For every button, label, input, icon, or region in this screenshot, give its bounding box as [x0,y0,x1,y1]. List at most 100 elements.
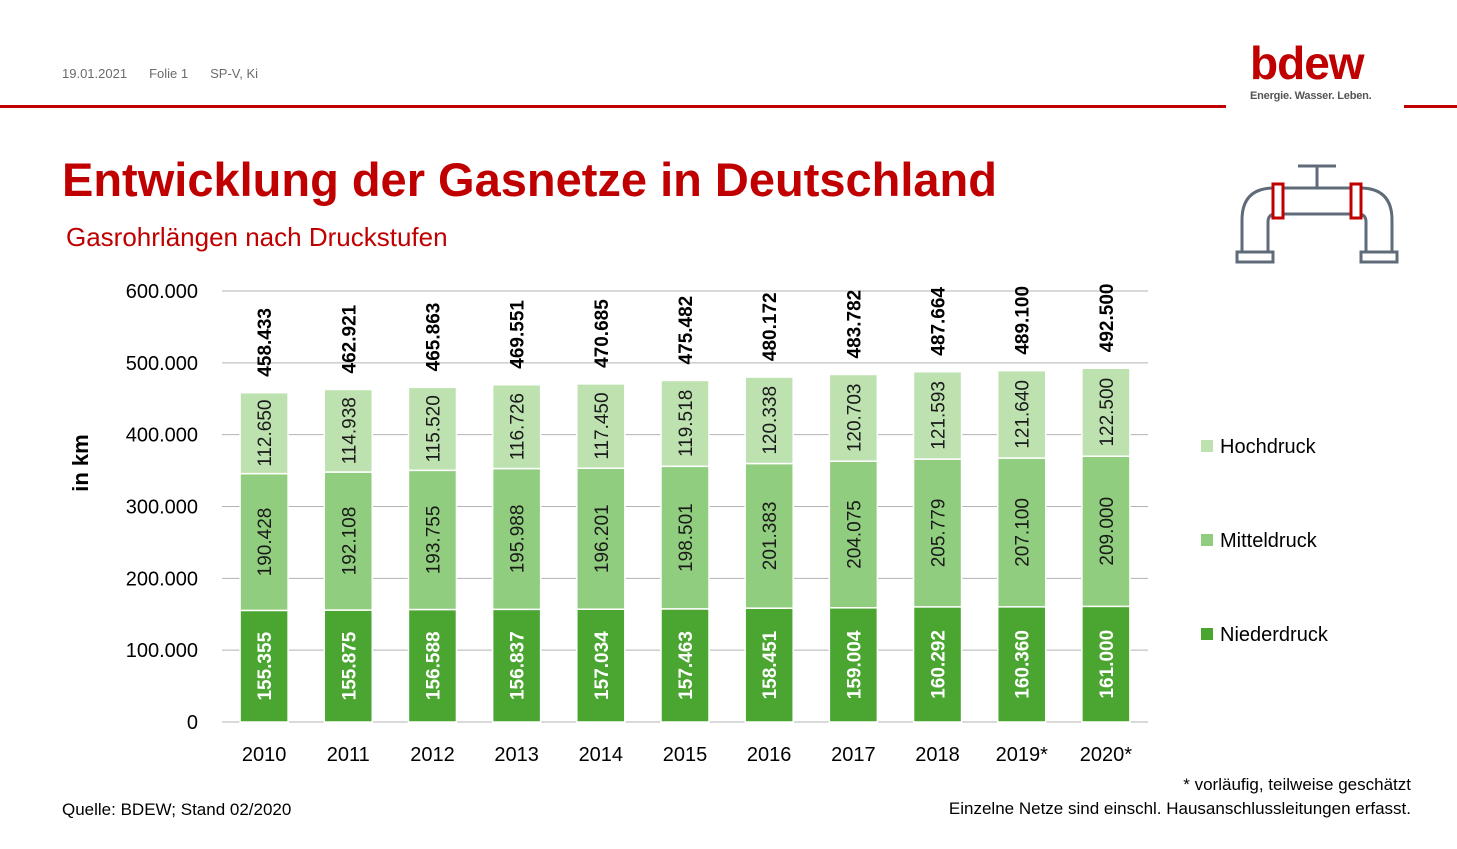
data-label-niederdruck: 160.292 [929,630,950,699]
data-label-hochdruck: 121.593 [929,381,950,450]
data-label-niederdruck: 157.034 [592,631,613,700]
legend-label-hochdruck: Hochdruck [1220,436,1317,458]
data-label-hochdruck: 121.640 [1013,380,1034,449]
legend-swatch-niederdruck [1201,628,1213,640]
bar-segment-hochdruck [912,370,963,460]
data-label-hochdruck: 117.450 [592,392,613,459]
data-label-mitteldruck: 207.100 [1013,498,1034,567]
data-label-mitteldruck: 193.755 [423,506,444,575]
bar-segment-hochdruck [239,391,289,475]
y-tick-label: 200.000 [126,568,198,590]
data-label-hochdruck: 122.500 [1097,378,1118,447]
bar-segment-mitteldruck [1081,455,1131,608]
bdew-logo: bdew Energie. Wasser. Leben. [1250,40,1390,102]
data-label-hochdruck: 120.703 [844,383,865,452]
total-label: 462.921 [339,304,360,373]
bar-segment-mitteldruck [660,465,710,610]
data-label-hochdruck: 116.726 [508,393,529,460]
bar-segment-mitteldruck [407,469,458,611]
data-label-mitteldruck: 195.988 [508,505,529,574]
logo-word: bdew [1250,37,1365,89]
bar-segment-mitteldruck [491,467,542,611]
bar-segment-hochdruck [996,369,1047,459]
bar-segment-hochdruck [407,386,458,472]
y-tick-label: 0 [187,712,198,734]
data-label-mitteldruck: 190.428 [255,508,276,577]
bar-segment-niederdruck [1081,605,1131,723]
bar-segment-hochdruck [660,379,710,468]
x-tick-label: 2013 [494,744,539,766]
x-tick-label: 2012 [410,744,455,766]
x-tick-label: 2020* [1080,744,1132,766]
data-label-niederdruck: 155.355 [255,631,276,700]
bar-segment-mitteldruck [912,458,963,608]
data-label-hochdruck: 112.650 [255,400,276,467]
data-label-mitteldruck: 201.383 [760,502,781,571]
bar-segment-hochdruck [323,388,374,473]
data-label-niederdruck: 160.360 [1013,630,1034,699]
y-tick-label: 100.000 [126,640,198,662]
footnote-connections: Einzelne Netze sind einschl. Hausanschlu… [948,799,1411,818]
bar-segment-hochdruck [744,376,794,465]
bar-segment-hochdruck [491,383,542,470]
total-label: 480.172 [760,292,781,361]
total-label: 487.664 [929,287,950,356]
bar-segment-niederdruck [912,606,963,723]
slide-date: 19.01.2021 [62,66,128,81]
data-label-niederdruck: 155.875 [339,631,360,700]
bar-segment-hochdruck [1081,367,1131,457]
total-label: 458.433 [255,308,276,377]
bar-segment-niederdruck [491,608,542,723]
slide-meta: 19.01.2021 Folie 1 SP-V, Ki [62,66,258,81]
header-rule-right [1404,105,1457,108]
y-axis-label: in km [68,434,93,491]
slide-author: SP-V, Ki [210,66,259,81]
y-tick-label: 500.000 [126,353,198,375]
total-label: 489.100 [1013,286,1034,355]
bar-segment-mitteldruck [323,471,374,611]
page-subtitle: Gasrohrlängen nach Druckstufen [66,222,448,252]
y-tick-label: 400.000 [126,425,198,447]
x-tick-label: 2010 [242,744,287,766]
x-tick-label: 2016 [747,744,792,766]
x-tick-label: 2019* [996,744,1048,766]
bar-segment-hochdruck [828,373,879,462]
total-label: 483.782 [844,290,865,359]
source-note: Quelle: BDEW; Stand 02/2020 [62,800,292,819]
bar-segment-mitteldruck [239,472,289,612]
bar-segment-niederdruck [576,608,626,723]
header-rule-left [0,105,1226,108]
total-label: 492.500 [1097,284,1118,353]
bar-segment-niederdruck [323,609,374,723]
data-label-hochdruck: 115.520 [423,395,444,462]
footnote-provisional: * vorläufig, teilweise geschätzt [1183,775,1411,794]
slide-number: Folie 1 [149,66,189,81]
bar-segment-hochdruck [576,383,626,470]
data-label-mitteldruck: 198.501 [676,503,697,572]
y-tick-label: 600.000 [126,281,198,303]
total-label: 465.863 [423,303,444,372]
data-label-niederdruck: 158.451 [760,630,781,699]
logo-tagline: Energie. Wasser. Leben. [1250,90,1372,102]
bar-segment-niederdruck [828,607,879,723]
pipe-icon [1235,164,1399,264]
page-title: Entwicklung der Gasnetze in Deutschland [62,153,997,206]
data-label-hochdruck: 119.518 [676,390,697,457]
y-tick-label: 300.000 [126,497,198,519]
data-label-niederdruck: 161.000 [1097,630,1118,699]
legend-label-niederdruck: Niederdruck [1220,624,1329,646]
x-tick-label: 2017 [831,744,876,766]
data-label-niederdruck: 156.837 [508,631,529,700]
data-label-hochdruck: 120.338 [760,386,781,455]
legend-swatch-hochdruck [1201,440,1213,452]
data-label-niederdruck: 157.463 [676,631,697,700]
data-label-niederdruck: 159.004 [844,630,865,699]
total-label: 470.685 [592,299,613,368]
legend-label-mitteldruck: Mitteldruck [1220,530,1318,552]
bar-segment-niederdruck [744,607,794,723]
data-label-mitteldruck: 204.075 [844,500,865,569]
total-label: 469.551 [508,300,529,369]
x-tick-label: 2015 [663,744,708,766]
data-label-mitteldruck: 205.779 [929,499,950,568]
